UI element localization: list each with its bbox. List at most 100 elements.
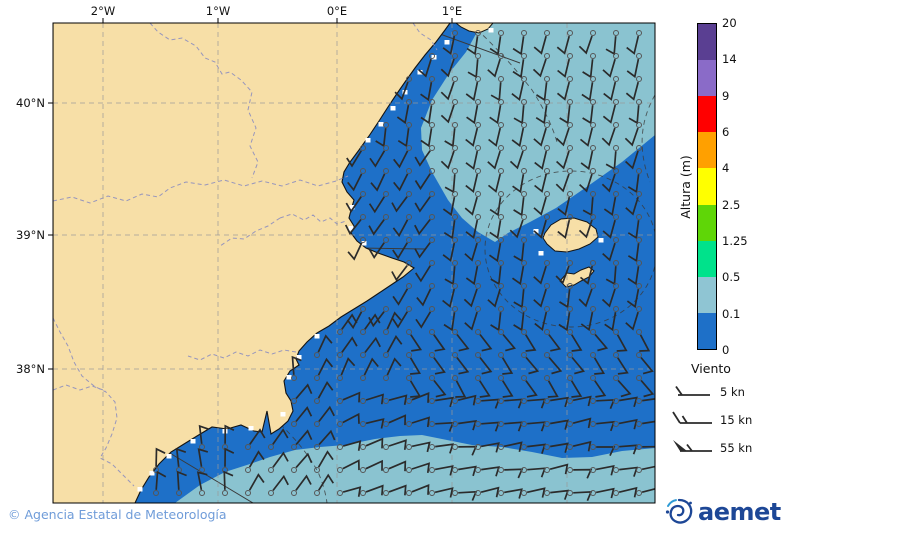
station-circle	[544, 214, 550, 220]
wind-barb	[532, 58, 547, 78]
station-circle	[429, 283, 435, 289]
station-circle	[636, 306, 642, 312]
no-data-gap	[488, 28, 494, 33]
sea-mid-wave-region-northeast	[421, 23, 655, 242]
wind-barb	[365, 437, 384, 449]
wind-barb	[317, 381, 334, 399]
station-circle	[429, 329, 435, 335]
station-circle	[498, 30, 504, 36]
wind-barb	[548, 356, 563, 375]
wind-barb	[578, 288, 593, 308]
station-circle	[521, 168, 527, 174]
station-circle	[498, 53, 504, 59]
no-data-gap	[390, 106, 396, 111]
station-circle	[406, 283, 412, 289]
wind-barb	[626, 288, 640, 309]
station-circle	[590, 76, 596, 82]
station-circle	[360, 375, 366, 381]
wind-barb	[365, 484, 384, 496]
station-circle	[567, 122, 573, 128]
wind-barb	[548, 334, 562, 352]
station-circle	[406, 168, 412, 174]
wind-barb	[396, 104, 410, 125]
copyright-text: © Agencia Estatal de Meteorología	[8, 507, 227, 522]
station-circle	[590, 283, 596, 289]
station-circle	[475, 53, 481, 59]
station-circle	[406, 237, 412, 243]
wind-barb	[223, 470, 234, 490]
station-circle	[590, 421, 596, 427]
wind-barb	[478, 380, 491, 398]
no-data-gap	[538, 251, 544, 256]
no-data-gap	[348, 226, 354, 231]
station-circle	[498, 398, 504, 404]
wind-barb	[509, 150, 524, 170]
wind-barb	[511, 127, 525, 148]
wind-barb	[571, 356, 586, 375]
no-data-gap	[286, 375, 292, 380]
wind-barb	[458, 465, 477, 477]
wind-barb	[625, 81, 640, 101]
wind-barb	[533, 35, 547, 55]
province-border-dashed	[53, 384, 107, 392]
colorbar-tick-label: 1.25	[722, 234, 748, 248]
wind-barb	[388, 484, 407, 496]
wind-barb	[593, 357, 606, 375]
station-circle	[590, 352, 596, 358]
station-circle	[475, 444, 481, 450]
station-circle	[521, 122, 527, 128]
station-circle	[636, 145, 642, 151]
wind-barb	[414, 150, 431, 167]
wind-barb	[368, 242, 385, 259]
wind-barb	[409, 357, 422, 375]
x-tick-label: 2°W	[90, 4, 116, 18]
station-circle	[613, 53, 619, 59]
station-circle	[475, 30, 481, 36]
station-circle	[429, 421, 435, 427]
station-circle	[406, 467, 412, 473]
wind-barb	[414, 242, 431, 259]
wind-barb	[392, 311, 409, 329]
wind-barb	[582, 59, 594, 79]
station-circle	[636, 122, 642, 128]
colorbar-segment	[698, 96, 716, 133]
station-circle	[406, 329, 412, 335]
station-circle	[406, 306, 412, 312]
wind-barb	[295, 383, 313, 400]
station-circle	[590, 122, 596, 128]
wind-barb	[198, 424, 209, 444]
wind-barb	[416, 288, 432, 307]
station-circle	[567, 375, 573, 381]
wind-barb	[411, 441, 431, 453]
station-circle	[383, 352, 389, 358]
wind-barb	[550, 396, 569, 408]
station-circle	[521, 375, 527, 381]
wind-barb	[640, 356, 654, 375]
wind-barb	[578, 219, 593, 239]
station-circle	[475, 214, 481, 220]
station-circle	[590, 191, 596, 197]
wind-barb	[318, 405, 335, 423]
colorbar-segment	[698, 276, 716, 313]
wind-barb	[625, 311, 639, 331]
station-circle	[521, 214, 527, 220]
station-circle	[521, 237, 527, 243]
wind-barb	[487, 173, 502, 193]
station-circle	[337, 352, 343, 358]
station-circle	[613, 490, 619, 496]
station-circle	[383, 329, 389, 335]
aemet-logo-text: aemet	[698, 498, 781, 526]
station-circle	[544, 168, 550, 174]
station-circle	[613, 375, 619, 381]
wind-barb	[347, 173, 363, 192]
station-circle	[452, 145, 458, 151]
wind-barb	[464, 196, 478, 216]
wind-barb	[625, 196, 639, 216]
wind-barb	[388, 414, 407, 426]
wind-barb	[443, 220, 456, 240]
station-circle	[360, 168, 366, 174]
station-circle	[452, 30, 458, 36]
wind-barb-legend-icon	[675, 385, 710, 396]
wind-barb	[272, 474, 289, 492]
station-circle	[360, 145, 366, 151]
